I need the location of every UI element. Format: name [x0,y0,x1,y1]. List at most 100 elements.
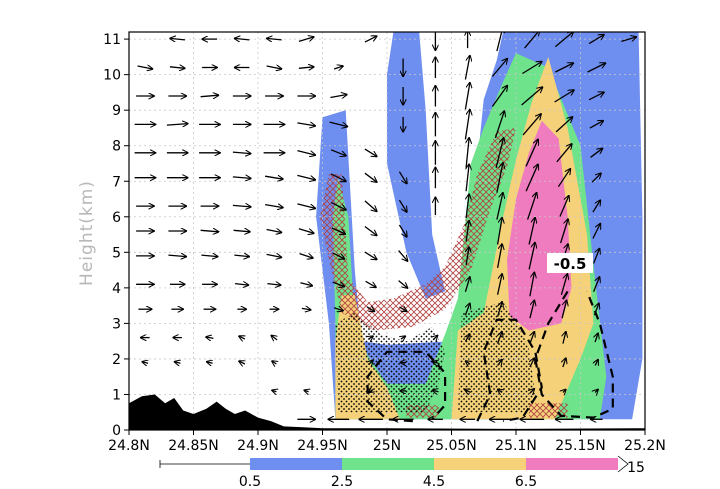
wind-vector [592,248,600,264]
shaded-region-6.5 [507,120,572,331]
wind-vector [298,67,314,69]
wind-vector [555,117,573,133]
wind-vector-layer [134,32,637,419]
wind-vector [332,281,345,287]
wind-vector [264,205,283,208]
wind-vector [369,389,374,392]
wind-vector [496,302,503,317]
wind-vector [142,362,148,364]
wind-vector [496,193,503,220]
wind-vector [299,252,314,259]
wind-vector [206,337,214,339]
y-tick-label: 2 [112,352,121,368]
x-tick-label: 24.85N [168,438,219,454]
wind-vector [529,332,535,344]
wind-vector [528,242,535,270]
colorbar-upper-extension [617,455,629,473]
wind-vector [495,138,504,168]
y-tick-label: 7 [112,174,121,190]
wind-vector [301,308,311,310]
wind-vector [232,205,251,207]
wind-vector [592,200,601,213]
wind-vector [239,361,245,364]
wind-vector [235,284,249,286]
colorbar-swatch [434,458,526,470]
wind-vector [590,148,603,158]
wind-vector [466,194,469,219]
wind-vector [496,244,503,269]
wind-vector [174,362,180,364]
wind-vector [529,272,535,297]
wind-vector [528,218,535,245]
contour-layer [366,290,614,423]
wind-vector [621,37,636,43]
wind-vector [264,176,283,179]
colorbar: 0.5 2.5 4.5 6.5 15 [159,455,645,489]
wind-vector [496,32,503,52]
wind-vector [364,172,377,182]
wind-vector [496,332,503,344]
wind-vector [556,144,572,163]
wind-vector [168,255,186,257]
wind-vector [522,114,541,136]
wind-vector [398,280,408,289]
colorbar-swatch [342,458,434,470]
wind-vector [587,63,606,73]
dotted-region-layer [335,302,536,413]
wind-vector [530,358,535,368]
wind-vector [365,280,377,287]
shaded-region-0.5 [387,32,446,299]
wind-vector [369,360,374,365]
wind-vector [297,203,315,209]
colorbar-label: 6.5 [515,474,537,489]
wind-vector [521,87,543,106]
y-tick-label: 9 [112,103,121,119]
colorbar-label: 0.5 [239,474,261,489]
colorbar-swatch [526,458,618,470]
contour-line [476,318,543,423]
wind-vector [554,90,575,103]
wind-vector [330,95,347,98]
wind-vector [331,227,346,234]
wind-vector [137,66,153,69]
wind-vector [466,247,469,266]
wind-vector [170,38,185,40]
wind-vector [522,62,542,75]
wind-vector [496,163,503,193]
wind-vector [297,174,315,180]
wind-vector [297,149,315,156]
wind-vector [559,196,569,217]
x-tick-label: 25.2N [624,438,666,454]
wind-vector [272,361,277,364]
y-tick-label: 0 [112,423,121,439]
y-tick-label: 1 [112,387,121,403]
wind-vector [432,390,438,392]
contour-label: -0.5 [554,255,587,273]
wind-vector [232,152,251,154]
wind-vector [271,335,277,340]
wind-vector [398,171,407,184]
wind-vector [465,361,470,364]
wind-vector [464,109,470,140]
wind-vector [592,277,600,293]
wind-vector [399,307,407,312]
wind-vector [464,303,470,316]
contour-label-box: -0.5 [547,253,593,273]
wind-vector [398,250,408,262]
wind-vector [304,390,309,392]
y-tick-label: 5 [112,245,121,261]
dotted-region [335,312,446,413]
wind-vector [200,95,219,97]
x-tick-label: 25N [373,438,401,454]
x-axis: 24.8N 24.85N 24.9N 24.95N 25N 25.05N 25.1N 25.1… [108,430,666,454]
wind-vector [595,389,598,392]
x-tick-label: 24.9N [237,438,279,454]
wind-vector [369,336,374,339]
wind-vector [298,228,314,234]
wind-vector [239,336,245,339]
wind-vector [498,389,503,392]
contour-line [366,350,447,423]
wind-vector [491,86,507,107]
wind-vector [496,218,503,245]
